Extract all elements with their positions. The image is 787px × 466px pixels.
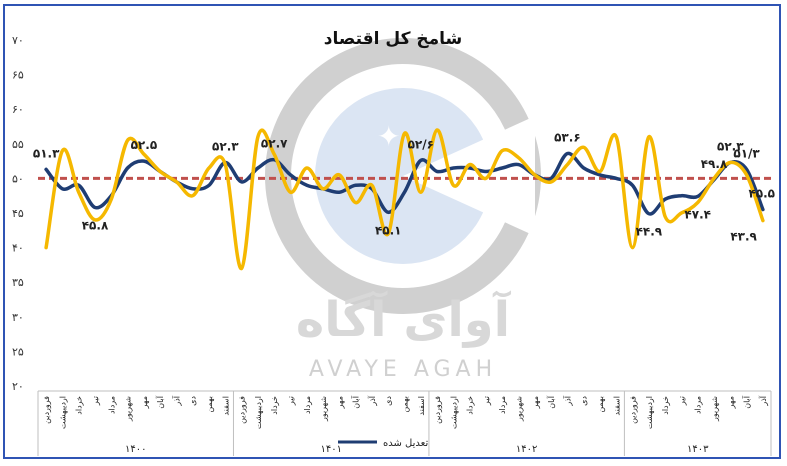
x-tick-label: مرداد [303, 396, 312, 414]
x-tick-label: فروردین [238, 396, 247, 424]
x-tick-label: اسفند [612, 396, 621, 416]
x-tick-label: آبان [742, 395, 752, 409]
watermark-brand-fa: آوای آگاه [296, 290, 512, 348]
x-tick-label: مرداد [694, 396, 703, 414]
data-label: ۴۵.۵ [748, 187, 775, 201]
x-tick-label: اردیبهشت [645, 396, 654, 429]
x-tick-label: اسفند [221, 396, 230, 416]
year-label: ۱۴۰۲ [516, 444, 537, 455]
y-tick-label: ۵۰ [12, 172, 24, 185]
x-tick-label: تیر [286, 396, 295, 406]
watermark-star-icon: ✦ [377, 120, 400, 153]
x-tick-label: اردیبهشت [449, 396, 458, 429]
data-label: ۴۹.۸ [701, 157, 728, 171]
x-tick-label: دی [384, 396, 393, 406]
x-tick-label: اسفند [417, 396, 426, 416]
y-tick-label: ۶۰ [12, 103, 24, 116]
data-label: ۵۲.۳ [212, 139, 239, 153]
x-tick-label: فروردین [433, 396, 442, 424]
year-label: ۱۴۰۱ [320, 444, 341, 455]
x-tick-label: مهر [140, 396, 149, 409]
data-label: ۵۲.۳ [717, 139, 744, 153]
x-tick-label: آبان [351, 395, 361, 409]
x-tick-label: تیر [91, 396, 100, 406]
watermark: ✦ آوای آگاه AVAYE AGAH [265, 38, 541, 382]
data-label: ۴۴.۹ [636, 225, 663, 239]
chart-svg: ✦ آوای آگاه AVAYE AGAH شامخ کل اقتصاد ۲۰… [12, 29, 775, 456]
y-tick-label: ۲۵ [12, 345, 24, 358]
y-tick-label: ۳۵ [12, 276, 24, 289]
x-tick-label: شهریور [319, 396, 328, 422]
data-labels: ۵۱.۳ ۴۵.۸ ۵۲.۵ ۵۲.۳ ۵۲.۷ ۴۵.۱ ۵۲/۶ ۵۳.۶ ۴۴.۹ ۴۷.۴… [33, 130, 775, 243]
data-label: ۵۳.۶ [554, 130, 581, 144]
data-label: ۴۳.۹ [730, 230, 757, 244]
x-tick-label: شهریور [515, 396, 524, 422]
x-tick-label: آبان [546, 395, 556, 409]
x-tick-label: خرداد [75, 396, 84, 415]
x-tick-label: آبان [155, 395, 165, 409]
y-tick-label: ۵۵ [12, 138, 24, 151]
x-tick-label: اردیبهشت [58, 396, 67, 429]
x-tick-label: دی [580, 396, 589, 406]
y-tick-label: ۴۰ [12, 242, 24, 255]
y-tick-label: ۴۵ [12, 207, 24, 220]
x-tick-label: مهر [531, 396, 540, 409]
watermark-brand-en: AVAYE AGAH [309, 357, 497, 382]
year-label: ۱۴۰۳ [687, 444, 709, 455]
x-tick-label: شهریور [710, 396, 719, 422]
y-tick-label: ۷۰ [12, 34, 24, 47]
x-tick-label: خرداد [661, 396, 670, 415]
x-tick-label: آذر [562, 395, 572, 406]
data-label: ۴۵.۸ [82, 218, 109, 232]
data-label: ۴۵.۱ [375, 223, 402, 237]
data-label: ۵۱.۳ [33, 146, 60, 160]
x-tick-label: تیر [677, 396, 686, 406]
x-tick-label: تیر [482, 396, 491, 406]
x-tick-label: مرداد [107, 396, 116, 414]
data-label: ۵۱/۳ [733, 146, 760, 160]
x-tick-label: آذر [758, 395, 768, 406]
x-tick-label: بهمن [401, 396, 410, 413]
y-tick-label: ۲۰ [12, 380, 24, 393]
x-tick-label: مهر [726, 396, 735, 409]
x-tick-label: خرداد [466, 396, 475, 415]
x-tick-label: بهمن [205, 396, 214, 413]
y-tick-label: ۳۰ [12, 311, 24, 324]
year-label: ۱۴۰۰ [125, 444, 146, 455]
series-line-raw [44, 128, 765, 271]
x-tick-label: فروردین [629, 396, 638, 424]
x-tick-label: مرداد [498, 396, 507, 414]
x-tick-label: دی [189, 396, 198, 406]
watermark-globe-cut [403, 116, 535, 236]
y-tick-label: ۶۵ [12, 69, 24, 82]
x-tick-label: اردیبهشت [254, 396, 263, 429]
data-label: ۴۷.۴ [684, 207, 711, 221]
x-tick-label: بهمن [596, 396, 605, 413]
series-layer [44, 128, 765, 271]
y-axis: ۲۰ ۲۵ ۳۰ ۳۵ ۴۰ ۴۵ ۵۰ ۵۵ ۶۰ ۶۵ ۷۰ [12, 34, 24, 393]
chart-title: شامخ کل اقتصاد [324, 29, 463, 49]
legend: تعدیل شده [338, 438, 428, 449]
x-tick-label: آذر [367, 395, 377, 406]
data-label: ۵۲/۶ [408, 137, 434, 151]
data-label: ۵۲.۷ [261, 137, 288, 151]
x-tick-label: مهر [335, 396, 344, 409]
legend-label-adjusted: تعدیل شده [383, 438, 428, 449]
x-tick-label: فروردین [42, 396, 51, 424]
x-tick-label: شهریور [124, 396, 133, 422]
chart-frame: ✦ آوای آگاه AVAYE AGAH شامخ کل اقتصاد ۲۰… [3, 4, 781, 459]
x-tick-label: آذر [171, 395, 181, 406]
x-tick-label: خرداد [270, 396, 279, 415]
x-axis: فروردین اردیبهشت خرداد تیر مرداد شهریور مهر آبا… [37, 391, 772, 456]
data-label: ۵۲.۵ [131, 138, 158, 152]
